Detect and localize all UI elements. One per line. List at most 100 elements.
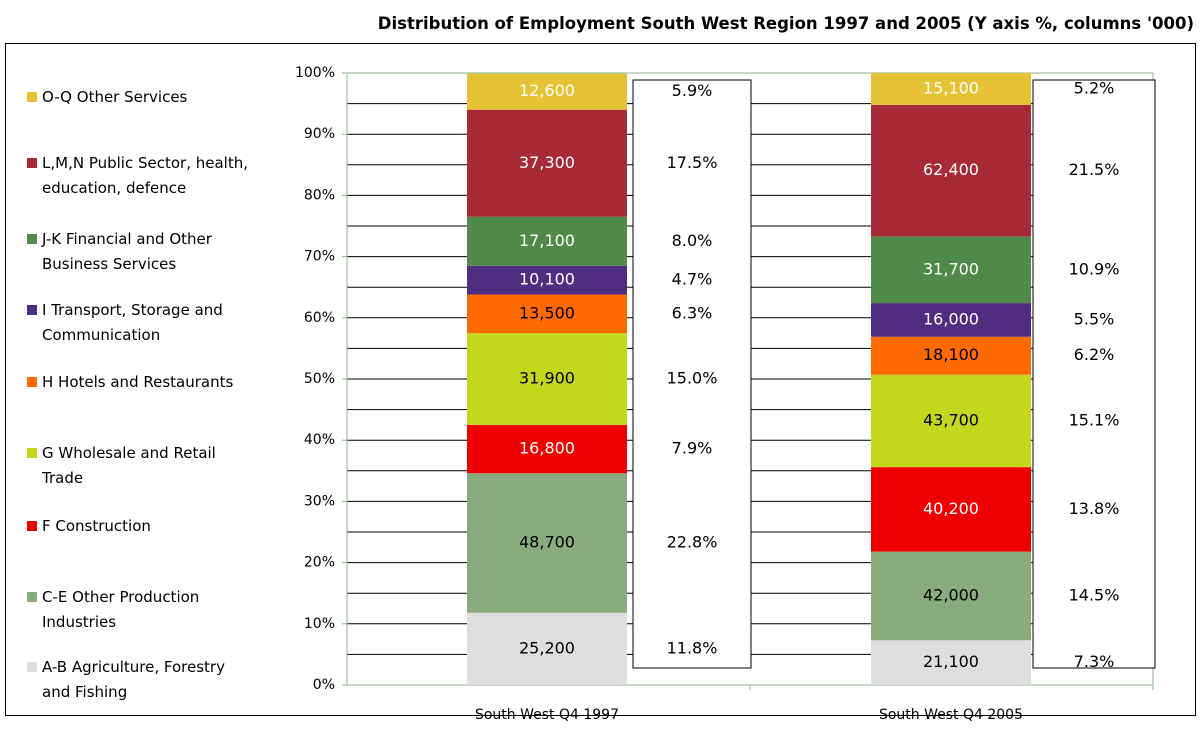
legend-label: F Construction [42,517,151,535]
legend-item: C-E Other Production Industries [27,585,257,635]
percent-label: 13.8% [1069,499,1120,518]
count-label: 13,500 [519,303,575,322]
chart-title: Distribution of Employment South West Re… [377,14,1194,33]
legend-item: I Transport, Storage and Communication [27,298,257,348]
bar-segment [871,336,1031,375]
bar-segment [871,467,1031,552]
percent-label: 14.5% [1069,585,1120,604]
legend-swatch [27,92,37,102]
y-tick-label: 0% [313,677,335,693]
percent-label: 8.0% [672,231,713,250]
percent-label: 5.5% [1074,309,1115,328]
legend-label: H Hotels and Restaurants [42,373,234,391]
percent-label: 5.2% [1074,78,1115,97]
legend-swatch [27,448,37,458]
bar-segment [871,551,1031,641]
bar-segment [871,104,1031,237]
legend-label: I Transport, Storage and Communication [42,301,223,344]
legend-item: A-B Agriculture, Forestry and Fishing [27,655,257,705]
legend-item: H Hotels and Restaurants [27,370,257,395]
legend-item: J-K Financial and Other Business Service… [27,227,257,277]
bar-segment [467,612,627,685]
y-tick-label: 40% [304,432,335,448]
legend-swatch [27,377,37,387]
bar-segment [871,303,1031,337]
y-tick-label: 70% [304,249,335,265]
bar-segment [467,473,627,613]
legend-swatch [27,521,37,531]
y-tick-label: 10% [304,616,335,632]
bar-segment [871,236,1031,304]
legend-swatch [27,234,37,244]
x-tick-label: South West Q4 1997 [475,707,619,723]
bar-segment [467,109,627,217]
percent-label: 6.3% [672,303,713,322]
y-tick-label: 100% [295,65,335,81]
count-label: 25,200 [519,638,575,657]
percent-label: 6.2% [1074,345,1115,364]
percent-label: 5.9% [672,81,713,100]
legend-label: A-B Agriculture, Forestry and Fishing [42,658,225,701]
percent-label: 11.8% [667,638,718,657]
legend-swatch [27,305,37,315]
count-label: 31,700 [923,259,979,278]
bar-segment [467,333,627,425]
legend-label: O-Q Other Services [42,88,188,106]
percent-label: 15.1% [1069,410,1120,429]
percent-label: 17.5% [667,153,718,172]
chart-frame [5,43,1196,716]
percent-box [1032,79,1156,669]
percent-label: 10.9% [1069,259,1120,278]
percent-label: 7.9% [672,439,713,458]
count-label: 62,400 [923,160,979,179]
percent-label: 22.8% [667,533,718,552]
percent-box [632,79,752,669]
count-label: 15,100 [923,78,979,97]
legend-item: G Wholesale and Retail Trade [27,441,257,491]
bar-segment [467,265,627,295]
count-label: 48,700 [519,533,575,552]
percent-label: 4.7% [672,270,713,289]
y-tick-label: 80% [304,187,335,203]
percent-label: 21.5% [1069,160,1120,179]
percent-label: 15.0% [667,369,718,388]
legend-swatch [27,592,37,602]
count-label: 42,000 [923,585,979,604]
count-label: 31,900 [519,369,575,388]
legend-swatch [27,662,37,672]
bar-segment [871,73,1031,105]
bar-segment [467,216,627,266]
count-label: 40,200 [923,499,979,518]
y-tick-label: 30% [304,493,335,509]
count-label: 18,100 [923,345,979,364]
percent-label: 7.3% [1074,652,1115,671]
bar-segment [467,73,627,110]
bar-segment [871,640,1031,685]
count-label: 17,100 [519,231,575,250]
legend-swatch [27,158,37,168]
bar-segment [871,374,1031,468]
legend-label: C-E Other Production Industries [42,588,200,631]
count-label: 21,100 [923,652,979,671]
count-label: 16,000 [923,309,979,328]
count-label: 16,800 [519,439,575,458]
x-tick-label: South West Q4 2005 [879,707,1023,723]
count-label: 12,600 [519,81,575,100]
bar-segment [467,424,627,474]
legend-item: F Construction [27,514,257,539]
y-tick-label: 20% [304,555,335,571]
legend-label: J-K Financial and Other Business Service… [42,230,212,273]
y-tick-label: 50% [304,371,335,387]
count-label: 10,100 [519,270,575,289]
count-label: 37,300 [519,153,575,172]
legend-label: L,M,N Public Sector, health, education, … [42,154,248,197]
y-tick-label: 90% [304,126,335,142]
legend-label: G Wholesale and Retail Trade [42,444,216,487]
legend-item: O-Q Other Services [27,85,257,110]
bar-segment [467,294,627,334]
y-tick-label: 60% [304,310,335,326]
count-label: 43,700 [923,410,979,429]
legend-item: L,M,N Public Sector, health, education, … [27,151,257,201]
